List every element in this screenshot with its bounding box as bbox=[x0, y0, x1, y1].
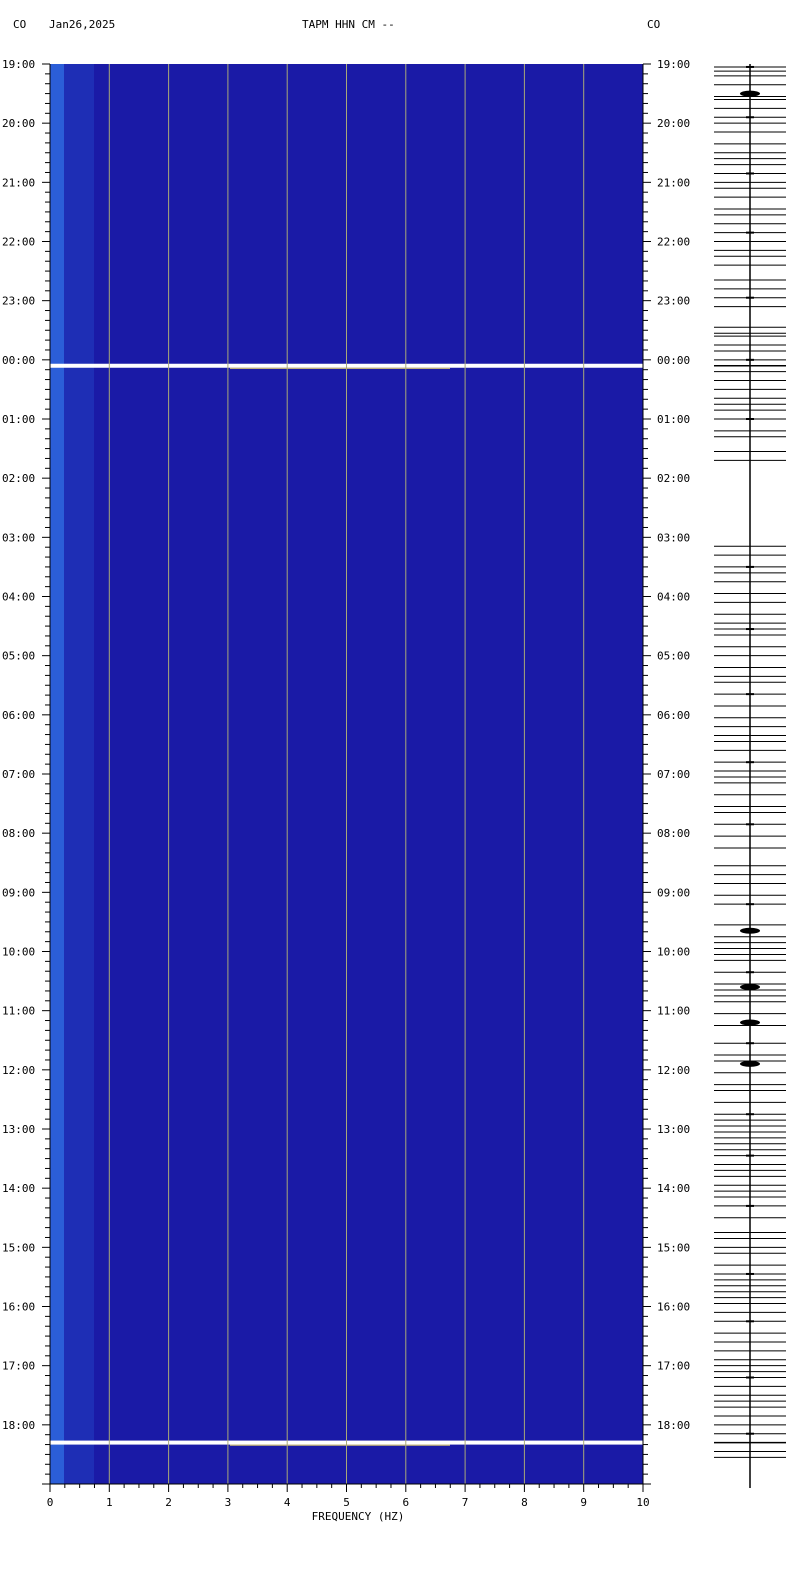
seismogram-trace bbox=[714, 64, 786, 1488]
y-tick-label-left: 11:00 bbox=[2, 1005, 35, 1018]
x-tick-label: 9 bbox=[580, 1496, 587, 1509]
y-tick-label-left: 07:00 bbox=[2, 768, 35, 781]
y-tick-label-left: 05:00 bbox=[2, 650, 35, 663]
y-tick-label-left: 15:00 bbox=[2, 1241, 35, 1254]
y-tick-label-right: 01:00 bbox=[657, 413, 690, 426]
y-tick-label-left: 06:00 bbox=[2, 709, 35, 722]
y-tick-label-right: 09:00 bbox=[657, 886, 690, 899]
left-network-label: CO bbox=[13, 18, 27, 31]
date-label: Jan26,2025 bbox=[49, 18, 116, 31]
seismogram-event-burst bbox=[740, 1060, 760, 1067]
y-tick-label-left: 01:00 bbox=[2, 413, 35, 426]
y-tick-label-left: 12:00 bbox=[2, 1064, 35, 1077]
y-tick-label-right: 23:00 bbox=[657, 295, 690, 308]
y-tick-label-left: 04:00 bbox=[2, 591, 35, 604]
x-tick-label: 10 bbox=[636, 1496, 649, 1509]
y-tick-label-right: 06:00 bbox=[657, 709, 690, 722]
y-tick-label-right: 17:00 bbox=[657, 1360, 690, 1373]
y-tick-label-left: 00:00 bbox=[2, 354, 35, 367]
x-tick-label: 7 bbox=[462, 1496, 469, 1509]
low-frequency-band-edge bbox=[64, 64, 94, 1484]
y-tick-label-right: 11:00 bbox=[657, 1005, 690, 1018]
y-tick-label-right: 22:00 bbox=[657, 236, 690, 249]
y-tick-label-left: 08:00 bbox=[2, 827, 35, 840]
y-tick-label-left: 22:00 bbox=[2, 236, 35, 249]
y-tick-label-left: 16:00 bbox=[2, 1301, 35, 1314]
y-tick-label-left: 14:00 bbox=[2, 1182, 35, 1195]
y-tick-label-right: 13:00 bbox=[657, 1123, 690, 1136]
y-tick-label-left: 03:00 bbox=[2, 531, 35, 544]
station-title: TAPM HHN CM -- bbox=[302, 18, 395, 31]
y-tick-label-left: 18:00 bbox=[2, 1419, 35, 1432]
y-tick-label-right: 14:00 bbox=[657, 1182, 690, 1195]
y-tick-label-right: 07:00 bbox=[657, 768, 690, 781]
y-tick-label-right: 16:00 bbox=[657, 1301, 690, 1314]
y-tick-label-left: 23:00 bbox=[2, 295, 35, 308]
x-tick-label: 0 bbox=[47, 1496, 54, 1509]
y-tick-label-left: 20:00 bbox=[2, 117, 35, 130]
seismogram-event-burst bbox=[740, 1019, 760, 1026]
y-tick-label-left: 19:00 bbox=[2, 58, 35, 71]
x-tick-label: 1 bbox=[106, 1496, 113, 1509]
y-tick-label-left: 02:00 bbox=[2, 472, 35, 485]
y-tick-label-left: 21:00 bbox=[2, 176, 35, 189]
x-tick-label: 5 bbox=[343, 1496, 350, 1509]
y-tick-label-left: 17:00 bbox=[2, 1360, 35, 1373]
x-tick-label: 8 bbox=[521, 1496, 528, 1509]
y-tick-label-right: 15:00 bbox=[657, 1241, 690, 1254]
x-tick-label: 4 bbox=[284, 1496, 291, 1509]
y-tick-label-left: 09:00 bbox=[2, 886, 35, 899]
y-tick-label-right: 05:00 bbox=[657, 650, 690, 663]
seismogram-event-burst bbox=[740, 927, 760, 934]
seismogram-event-burst bbox=[740, 984, 760, 990]
x-axis-label: FREQUENCY (HZ) bbox=[312, 1510, 405, 1523]
y-tick-label-right: 12:00 bbox=[657, 1064, 690, 1077]
y-tick-label-right: 10:00 bbox=[657, 946, 690, 959]
y-tick-label-left: 10:00 bbox=[2, 946, 35, 959]
x-tick-label: 3 bbox=[225, 1496, 232, 1509]
y-tick-label-right: 08:00 bbox=[657, 827, 690, 840]
plot-area bbox=[50, 64, 643, 1484]
seismogram-event-burst bbox=[740, 90, 760, 97]
y-tick-label-right: 04:00 bbox=[657, 591, 690, 604]
x-tick-label: 6 bbox=[402, 1496, 409, 1509]
y-tick-label-left: 13:00 bbox=[2, 1123, 35, 1136]
y-tick-label-right: 00:00 bbox=[657, 354, 690, 367]
x-tick-label: 2 bbox=[165, 1496, 172, 1509]
y-tick-label-right: 02:00 bbox=[657, 472, 690, 485]
y-tick-label-right: 18:00 bbox=[657, 1419, 690, 1432]
right-network-label: CO bbox=[647, 18, 661, 31]
low-frequency-band bbox=[50, 64, 64, 1484]
y-tick-label-right: 21:00 bbox=[657, 176, 690, 189]
y-tick-label-right: 19:00 bbox=[657, 58, 690, 71]
axes: 19:00 19:00 20:00 20:00 21:00 21:00 22:00 22:00… bbox=[2, 58, 690, 1509]
y-tick-label-right: 03:00 bbox=[657, 531, 690, 544]
y-tick-label-right: 20:00 bbox=[657, 117, 690, 130]
